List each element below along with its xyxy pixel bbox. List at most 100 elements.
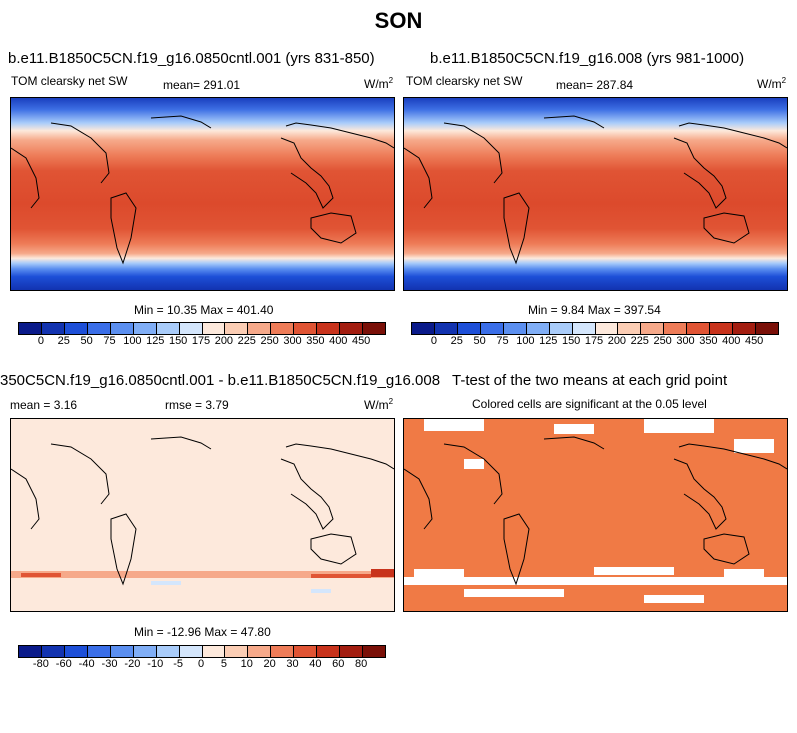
colorbar-label: -5 [173, 658, 184, 670]
panel-2-colorbar [411, 322, 779, 335]
colorbar-swatch [87, 646, 111, 657]
panel-1-map [10, 97, 395, 291]
colorbar-label: 200 [607, 335, 627, 347]
colorbar-swatch [503, 323, 527, 334]
colorbar-swatch [87, 323, 111, 334]
colorbar-label: 300 [283, 335, 302, 347]
colorbar-label: 250 [653, 335, 672, 347]
colorbar-label: 75 [496, 335, 509, 347]
colorbar-swatch [225, 646, 249, 657]
colorbar-swatch [110, 646, 134, 657]
colorbar-label: 30 [286, 658, 299, 670]
panel-2-mean: mean= 287.84 [556, 78, 634, 92]
panel-1-minmax: Min = 10.35 Max = 401.40 [134, 303, 274, 317]
panel-2-map [403, 97, 788, 291]
colorbar-label: 20 [263, 658, 276, 670]
colorbar-swatch [526, 323, 550, 334]
panel-2-map-field [404, 98, 787, 290]
colorbar-label: 400 [722, 335, 741, 347]
colorbar-label: 225 [237, 335, 256, 347]
colorbar-label: -60 [55, 658, 72, 670]
colorbar-label: 250 [260, 335, 279, 347]
colorbar-label: 200 [214, 335, 234, 347]
colorbar-swatch [618, 323, 642, 334]
panel-1-variable: TOM clearsky net SW [11, 74, 128, 88]
colorbar-swatch [572, 323, 596, 334]
colorbar-label: 100 [516, 335, 535, 347]
colorbar-swatch [340, 323, 364, 334]
panel-3-map [10, 418, 395, 612]
panel-2-colorbar-labels: 0 25 50 75 100 125 150 175 200 225 250 300 350 400 450 [411, 335, 777, 349]
colorbar-label: 300 [676, 335, 695, 347]
panel-1-colorbar-labels: 0 25 50 75 100 125 150 175 200 225 250 300 350 400 450 [18, 335, 384, 349]
colorbar-swatch [156, 323, 180, 334]
colorbar-swatch [457, 323, 481, 334]
colorbar-swatch [710, 323, 734, 334]
colorbar-swatch [687, 323, 711, 334]
colorbar-label: 75 [103, 335, 116, 347]
colorbar-label: 25 [450, 335, 463, 347]
colorbar-swatch [133, 323, 157, 334]
colorbar-label: 225 [630, 335, 649, 347]
colorbar-swatch [595, 323, 619, 334]
colorbar-swatch [41, 646, 65, 657]
panel-1-title: b.e11.B1850C5CN.f19_g16.0850cntl.001 (yr… [8, 50, 375, 67]
colorbar-label: -10 [147, 658, 164, 670]
colorbar-label: 450 [351, 335, 371, 347]
colorbar-swatch [156, 646, 180, 657]
colorbar-swatch [19, 646, 42, 657]
colorbar-label: 0 [37, 335, 44, 347]
colorbar-swatch [294, 323, 318, 334]
colorbar-label: 0 [197, 658, 205, 670]
colorbar-label: 450 [744, 335, 764, 347]
colorbar-swatch [641, 323, 665, 334]
colorbar-swatch [733, 323, 757, 334]
panel-1-mean: mean= 291.01 [163, 78, 241, 92]
coastlines [404, 436, 787, 586]
colorbar-label: 50 [80, 335, 93, 347]
coastlines [11, 436, 394, 586]
colorbar-swatch [363, 323, 385, 334]
colorbar-swatch [133, 646, 157, 657]
figure-title: SON [374, 8, 423, 33]
colorbar-swatch [434, 323, 458, 334]
panel-4-subtitle: Colored cells are significant at the 0.0… [472, 397, 707, 411]
colorbar-label: 80 [355, 658, 368, 670]
coastlines [11, 115, 394, 265]
colorbar-swatch [64, 646, 88, 657]
colorbar-label: 125 [539, 335, 558, 347]
panel-2-title: b.e11.B1850C5CN.f19_g16.008 (yrs 981-100… [430, 50, 745, 67]
panel-1-map-field [11, 98, 394, 290]
panel-1-colorbar [18, 322, 386, 335]
colorbar-label: 175 [191, 335, 211, 347]
colorbar-swatch [41, 323, 65, 334]
panel-2-minmax: Min = 9.84 Max = 397.54 [528, 303, 661, 317]
colorbar-label: 350 [699, 335, 718, 347]
colorbar-label: 175 [584, 335, 604, 347]
panel-2-variable: TOM clearsky net SW [406, 74, 523, 88]
panel-4-map-field [404, 419, 787, 611]
colorbar-label: 150 [168, 335, 188, 347]
colorbar-label: 40 [309, 658, 322, 670]
colorbar-swatch [317, 646, 341, 657]
non-significant-cells [404, 419, 787, 603]
colorbar-swatch [202, 323, 226, 334]
panel-3-units: W/m2 [364, 397, 394, 412]
colorbar-swatch [412, 323, 435, 334]
colorbar-swatch [202, 646, 226, 657]
panel-3-title: 350C5CN.f19_g16.0850cntl.001 - b.e11.B18… [0, 372, 441, 389]
colorbar-swatch [271, 323, 295, 334]
panel-2-units: W/m2 [757, 76, 787, 91]
colorbar-swatch [225, 323, 249, 334]
colorbar-swatch [19, 323, 42, 334]
colorbar-label: 50 [473, 335, 486, 347]
panel-3-colorbar [18, 645, 386, 658]
panel-4-map [403, 418, 788, 612]
colorbar-swatch [664, 323, 688, 334]
colorbar-swatch [110, 323, 134, 334]
colorbar-swatch [549, 323, 573, 334]
colorbar-label: 5 [220, 658, 227, 670]
colorbar-swatch [294, 646, 318, 657]
colorbar-label: -30 [101, 658, 118, 670]
colorbar-label: -80 [32, 658, 49, 670]
